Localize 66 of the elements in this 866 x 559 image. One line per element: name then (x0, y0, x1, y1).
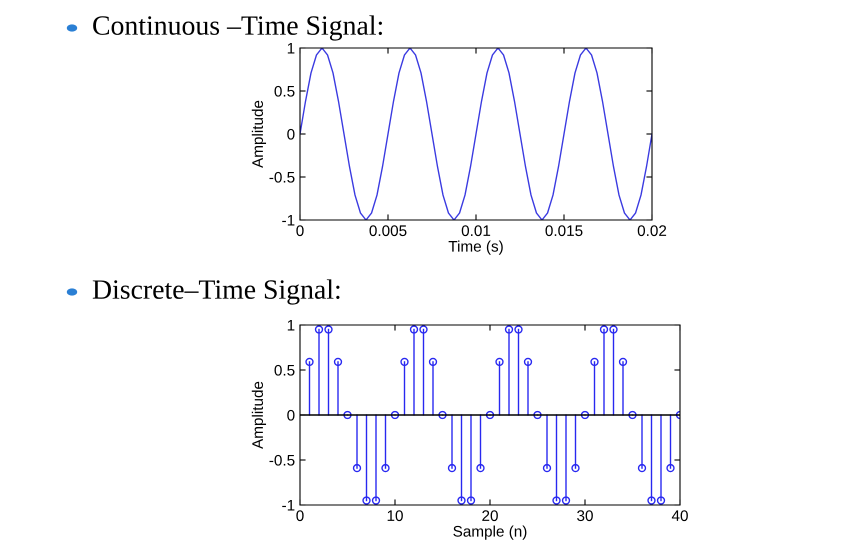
point (542, 464, 552, 472)
y-tick-label: -0.5 (269, 172, 294, 183)
x-tick-label: 10 (388, 510, 403, 522)
chart-title: Continuous –Time Signal: (93, 15, 382, 41)
point (457, 496, 466, 505)
point (400, 358, 409, 366)
point (410, 325, 418, 334)
chart-title: Discrete–Time Signal: (92, 279, 340, 305)
point (305, 358, 314, 366)
y-tick-label: -1 (282, 500, 294, 511)
point (571, 464, 580, 472)
point (609, 325, 618, 334)
point (552, 496, 561, 505)
point (666, 464, 675, 472)
point (352, 464, 362, 472)
y-tick-label: -0.5 (269, 454, 294, 466)
x-tick-label: 0.015 (545, 225, 582, 236)
x-tick-label: 40 (672, 510, 688, 522)
y-tick-label: 0.5 (274, 86, 294, 97)
point (466, 496, 476, 505)
point (562, 496, 570, 505)
y-tick-label: -1 (282, 215, 294, 226)
point (580, 410, 590, 420)
point (314, 325, 324, 334)
point (590, 358, 599, 366)
point (495, 358, 504, 366)
y-tick-label: 1 (288, 43, 294, 54)
point (486, 410, 494, 420)
point (390, 410, 400, 420)
line-series (300, 48, 652, 220)
x-tick-label: 20 (482, 510, 498, 522)
point (476, 464, 485, 472)
point (419, 325, 428, 334)
y-tick-label: 0 (287, 128, 295, 140)
point (656, 496, 666, 505)
x-tick-label: 0.01 (462, 225, 490, 236)
y-axis-title: Amplitude (252, 382, 266, 449)
point (381, 464, 390, 472)
point (638, 464, 646, 472)
x-axis-title: Sample (n) (453, 525, 526, 540)
x-tick-label: 0.02 (638, 225, 666, 236)
x-tick-label: 0 (296, 225, 304, 236)
point (533, 410, 542, 420)
point (504, 325, 514, 334)
y-tick-label: 1 (288, 320, 294, 331)
x-tick-label: 30 (577, 510, 593, 522)
x-axis-title: Time (s) (448, 240, 503, 255)
y-tick-label: 0.5 (274, 364, 294, 376)
point (524, 358, 532, 366)
point (514, 325, 523, 334)
point (362, 496, 371, 505)
point (438, 410, 447, 420)
point (600, 325, 608, 334)
y-axis-title: Amplitude (252, 100, 266, 168)
point (428, 358, 438, 366)
point (324, 325, 333, 334)
point (343, 410, 352, 420)
point (448, 464, 456, 472)
point (334, 358, 342, 366)
point (647, 496, 656, 505)
x-tick-label: 0.005 (369, 225, 406, 236)
point (618, 358, 628, 366)
point (628, 410, 637, 420)
y-tick-label: 0 (287, 410, 295, 421)
point (372, 496, 380, 505)
x-tick-label: 0 (296, 510, 304, 522)
